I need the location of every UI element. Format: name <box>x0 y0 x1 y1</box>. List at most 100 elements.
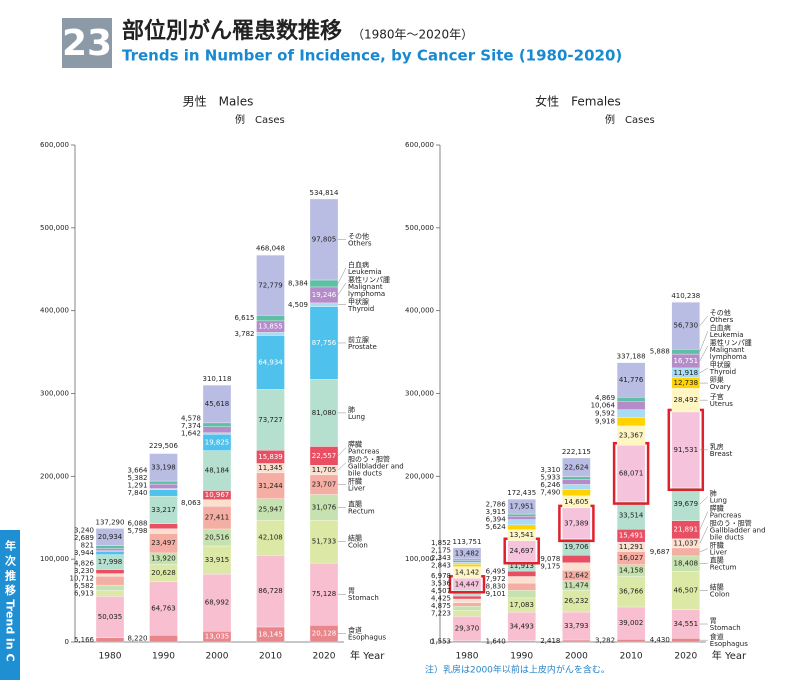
value-label: 68,992 <box>205 599 230 607</box>
leader-line <box>337 282 347 296</box>
x-tick-label: 2020 <box>313 652 336 662</box>
bar-segment <box>149 483 178 489</box>
series-name: 肺 <box>348 406 355 414</box>
bar-segment <box>562 562 591 571</box>
series-name-en: Esophagus <box>710 640 748 648</box>
value-label: 6,582 <box>74 582 94 590</box>
value-label: 23,497 <box>151 539 176 547</box>
value-label: 5,798 <box>127 527 147 535</box>
x-tick-label: 2000 <box>206 652 229 662</box>
series-name-en: bile ducts <box>348 470 382 478</box>
value-label: 25,947 <box>258 506 283 514</box>
value-label: 13,541 <box>509 531 534 539</box>
value-label: 4,425 <box>431 594 451 602</box>
bar-segment <box>562 479 591 485</box>
value-label: 3,915 <box>486 508 506 516</box>
value-label: 4,509 <box>288 301 308 309</box>
value-label: 14,142 <box>455 568 480 576</box>
y-tick-label: 100,000 <box>405 555 434 563</box>
bar-segment <box>95 637 125 643</box>
series-name: 膵臓 <box>348 440 362 449</box>
y-tick-label: 100,000 <box>40 555 69 563</box>
series-name-en: Thyroid <box>347 305 374 313</box>
value-label: 20,128 <box>312 630 337 638</box>
bar-segment <box>562 611 591 641</box>
series-name-en: Gallbladder and <box>710 527 766 535</box>
value-label: 20,628 <box>151 569 176 577</box>
value-label: 3,240 <box>74 527 94 535</box>
total-label: 468,048 <box>256 244 285 252</box>
value-label: 4,507 <box>431 587 451 595</box>
y-tick-label: 300,000 <box>405 390 434 398</box>
bar-segment <box>95 551 125 555</box>
series-name-en: Colon <box>710 590 730 598</box>
value-label: 28,492 <box>674 396 699 404</box>
value-label: 9,175 <box>540 563 560 571</box>
bar-segment <box>309 279 339 288</box>
y-tick-label: 0 <box>65 638 69 646</box>
value-label: 45,618 <box>205 400 230 408</box>
total-label: 113,751 <box>453 538 482 546</box>
value-label: 3,282 <box>595 637 615 645</box>
value-label: 4,430 <box>650 636 670 644</box>
value-label: 42,108 <box>258 534 283 542</box>
series-name: 胃 <box>710 617 717 625</box>
value-label: 19,246 <box>312 291 337 299</box>
value-label: 81,080 <box>312 409 337 417</box>
value-label: 11,913 <box>509 562 534 570</box>
value-label: 1,852 <box>431 539 451 547</box>
value-label: 6,088 <box>127 520 147 528</box>
note: 注）乳房は2000年以前は上皮内がんを含む。 <box>425 664 610 676</box>
value-label: 33,915 <box>205 556 230 564</box>
series-name: 悪性リンパ腫 <box>710 338 752 347</box>
value-label: 5,888 <box>650 348 670 356</box>
series-name: 直腸 <box>348 499 362 508</box>
bar-segment <box>149 581 178 636</box>
value-label: 39,002 <box>619 619 644 627</box>
value-label: 21,891 <box>674 526 699 534</box>
bar-segment <box>616 362 646 398</box>
series-name-en: Prostate <box>348 343 377 351</box>
title: 部位別がん罹患数推移 <box>122 18 342 44</box>
value-label: 4,826 <box>74 559 95 567</box>
value-label: 8,220 <box>127 635 147 643</box>
bar-segment <box>309 198 339 281</box>
value-label: 68,071 <box>619 469 644 477</box>
bar-segment <box>202 384 232 424</box>
bar-segment <box>149 480 178 485</box>
bar-segment <box>452 564 482 567</box>
x-tick-label: 1980 <box>99 652 122 662</box>
series-name-en: Uterus <box>710 400 733 408</box>
bar-segment <box>507 576 536 584</box>
series-name: 悪性リンパ腫 <box>348 275 390 284</box>
value-label: 5,382 <box>127 474 147 482</box>
bar-segment <box>671 547 700 557</box>
bar-segment <box>562 507 591 540</box>
series-name-en: lymphoma <box>348 290 385 298</box>
bar-segment <box>507 582 536 591</box>
bar-segment <box>95 573 125 577</box>
total-label: 337,188 <box>617 353 646 361</box>
bar-segment <box>452 562 482 565</box>
total-label: 534,814 <box>310 189 339 197</box>
value-label: 27,411 <box>205 514 230 522</box>
value-label: 19,825 <box>205 438 230 446</box>
bar-segment <box>256 254 285 316</box>
bar-segment <box>507 590 536 599</box>
leader-line <box>337 447 347 457</box>
bar-segment <box>309 562 339 626</box>
bar-segment <box>149 523 178 529</box>
series-name: 白血病 <box>710 323 731 332</box>
leader-line <box>699 511 709 530</box>
bar-segment <box>202 426 232 433</box>
value-label: 9,101 <box>486 590 506 598</box>
value-label: 11,705 <box>312 466 337 474</box>
y-tick-label: 200,000 <box>405 472 434 480</box>
value-label: 6,394 <box>486 516 507 524</box>
value-label: 20,934 <box>98 533 123 541</box>
series-name-en: Leukemia <box>348 268 382 276</box>
value-label: 1,291 <box>127 481 147 489</box>
series-name: 膵臓 <box>710 504 724 513</box>
series-name-en: Lung <box>710 497 727 505</box>
